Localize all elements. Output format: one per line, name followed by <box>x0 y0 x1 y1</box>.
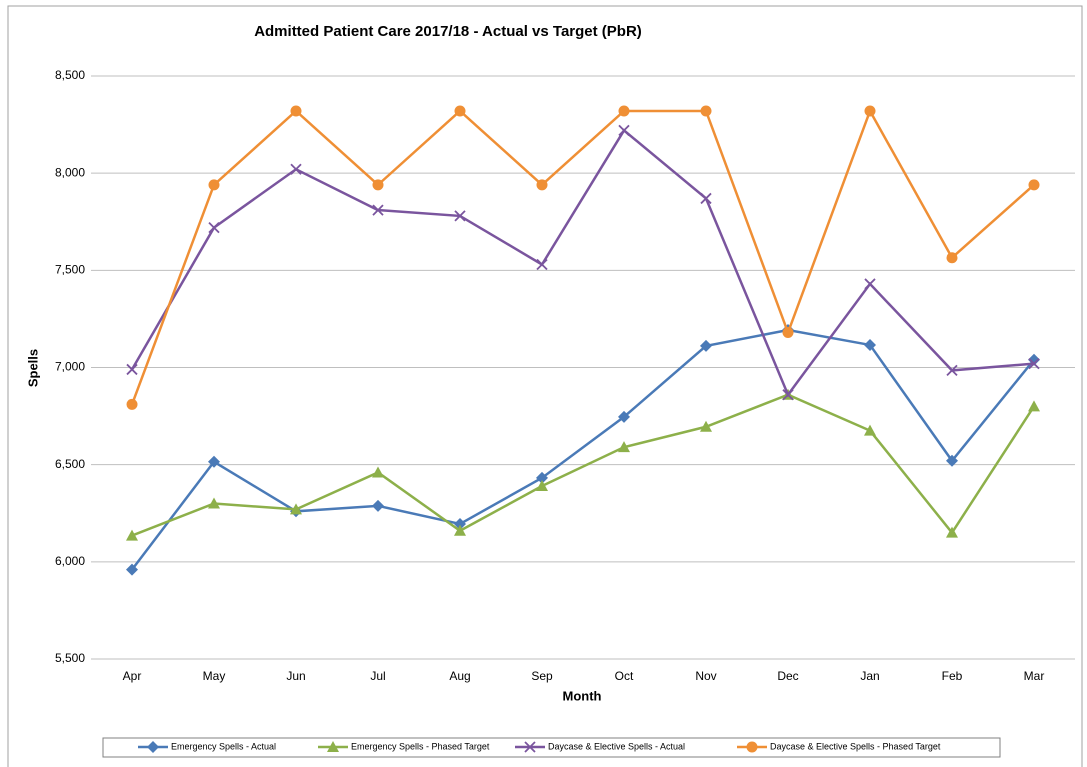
point <box>946 454 958 467</box>
chart-title: Admitted Patient Care 2017/18 - Actual v… <box>254 23 642 40</box>
point <box>454 517 466 530</box>
point <box>290 163 302 175</box>
series-line <box>130 108 1035 405</box>
point <box>700 420 712 432</box>
series <box>126 323 1040 576</box>
chart-frame <box>7 5 1083 767</box>
point <box>1028 357 1040 370</box>
point <box>372 179 384 191</box>
legend-box <box>102 737 1001 758</box>
x-tick-label: Apr <box>123 669 142 683</box>
legend-label: Daycase & Elective Spells - Phased Targe… <box>770 741 941 751</box>
point <box>864 278 876 290</box>
series-line <box>131 393 1036 537</box>
series-line <box>130 128 1035 398</box>
x-tick-label: Jan <box>860 669 879 683</box>
point <box>126 363 138 376</box>
point <box>864 105 876 117</box>
point <box>147 741 159 753</box>
point <box>372 204 384 216</box>
point <box>290 105 302 117</box>
point <box>864 424 876 436</box>
point <box>700 192 712 205</box>
point <box>454 105 466 117</box>
point <box>618 410 630 423</box>
x-tick-label: Jul <box>370 669 385 683</box>
point <box>536 480 548 492</box>
point <box>290 503 302 515</box>
x-axis-title: Month <box>563 688 602 703</box>
point <box>208 221 220 234</box>
point <box>208 497 220 509</box>
x-tick-label: Nov <box>695 669 716 683</box>
series <box>126 105 1040 410</box>
point <box>946 364 958 377</box>
point <box>946 526 958 538</box>
x-tick-label: May <box>203 669 226 683</box>
point <box>126 398 138 410</box>
point <box>126 563 138 576</box>
y-axis-title: Spells <box>25 349 40 387</box>
y-tick-label: 5,500 <box>55 651 85 665</box>
y-tick-label: 8,500 <box>55 68 85 82</box>
point <box>454 210 466 222</box>
point <box>454 524 466 536</box>
series-line <box>131 328 1035 571</box>
point <box>782 389 794 401</box>
point <box>327 741 339 752</box>
point <box>536 471 548 484</box>
series <box>126 124 1040 401</box>
point <box>618 441 630 453</box>
point <box>208 179 220 191</box>
point <box>746 741 758 753</box>
y-tick-label: 6,000 <box>55 554 85 568</box>
y-tick-label: 7,500 <box>55 263 85 277</box>
x-tick-label: Sep <box>531 669 553 683</box>
point <box>536 258 548 271</box>
point <box>1028 179 1040 191</box>
point <box>1028 400 1040 412</box>
y-tick-label: 6,500 <box>55 457 85 471</box>
legend-label: Emergency Spells - Actual <box>171 741 276 751</box>
legend-label: Daycase & Elective Spells - Actual <box>548 741 685 751</box>
point <box>372 499 384 512</box>
y-tick-label: 7,000 <box>55 360 85 374</box>
point <box>782 327 794 339</box>
x-tick-label: Oct <box>615 669 634 683</box>
point <box>126 529 138 541</box>
x-tick-label: Dec <box>777 669 798 683</box>
x-tick-label: Aug <box>449 669 470 683</box>
x-tick-label: Feb <box>942 669 963 683</box>
point <box>700 339 712 352</box>
point <box>372 466 384 478</box>
point <box>864 338 876 351</box>
point <box>946 252 958 264</box>
point <box>700 105 712 117</box>
x-tick-label: Mar <box>1024 669 1045 683</box>
legend-label: Emergency Spells - Phased Target <box>351 741 490 751</box>
point <box>618 105 630 117</box>
x-tick-label: Jun <box>286 669 305 683</box>
point <box>536 179 548 191</box>
point <box>208 455 220 468</box>
point <box>618 124 630 137</box>
y-tick-label: 8,000 <box>55 165 85 179</box>
point <box>524 741 536 753</box>
